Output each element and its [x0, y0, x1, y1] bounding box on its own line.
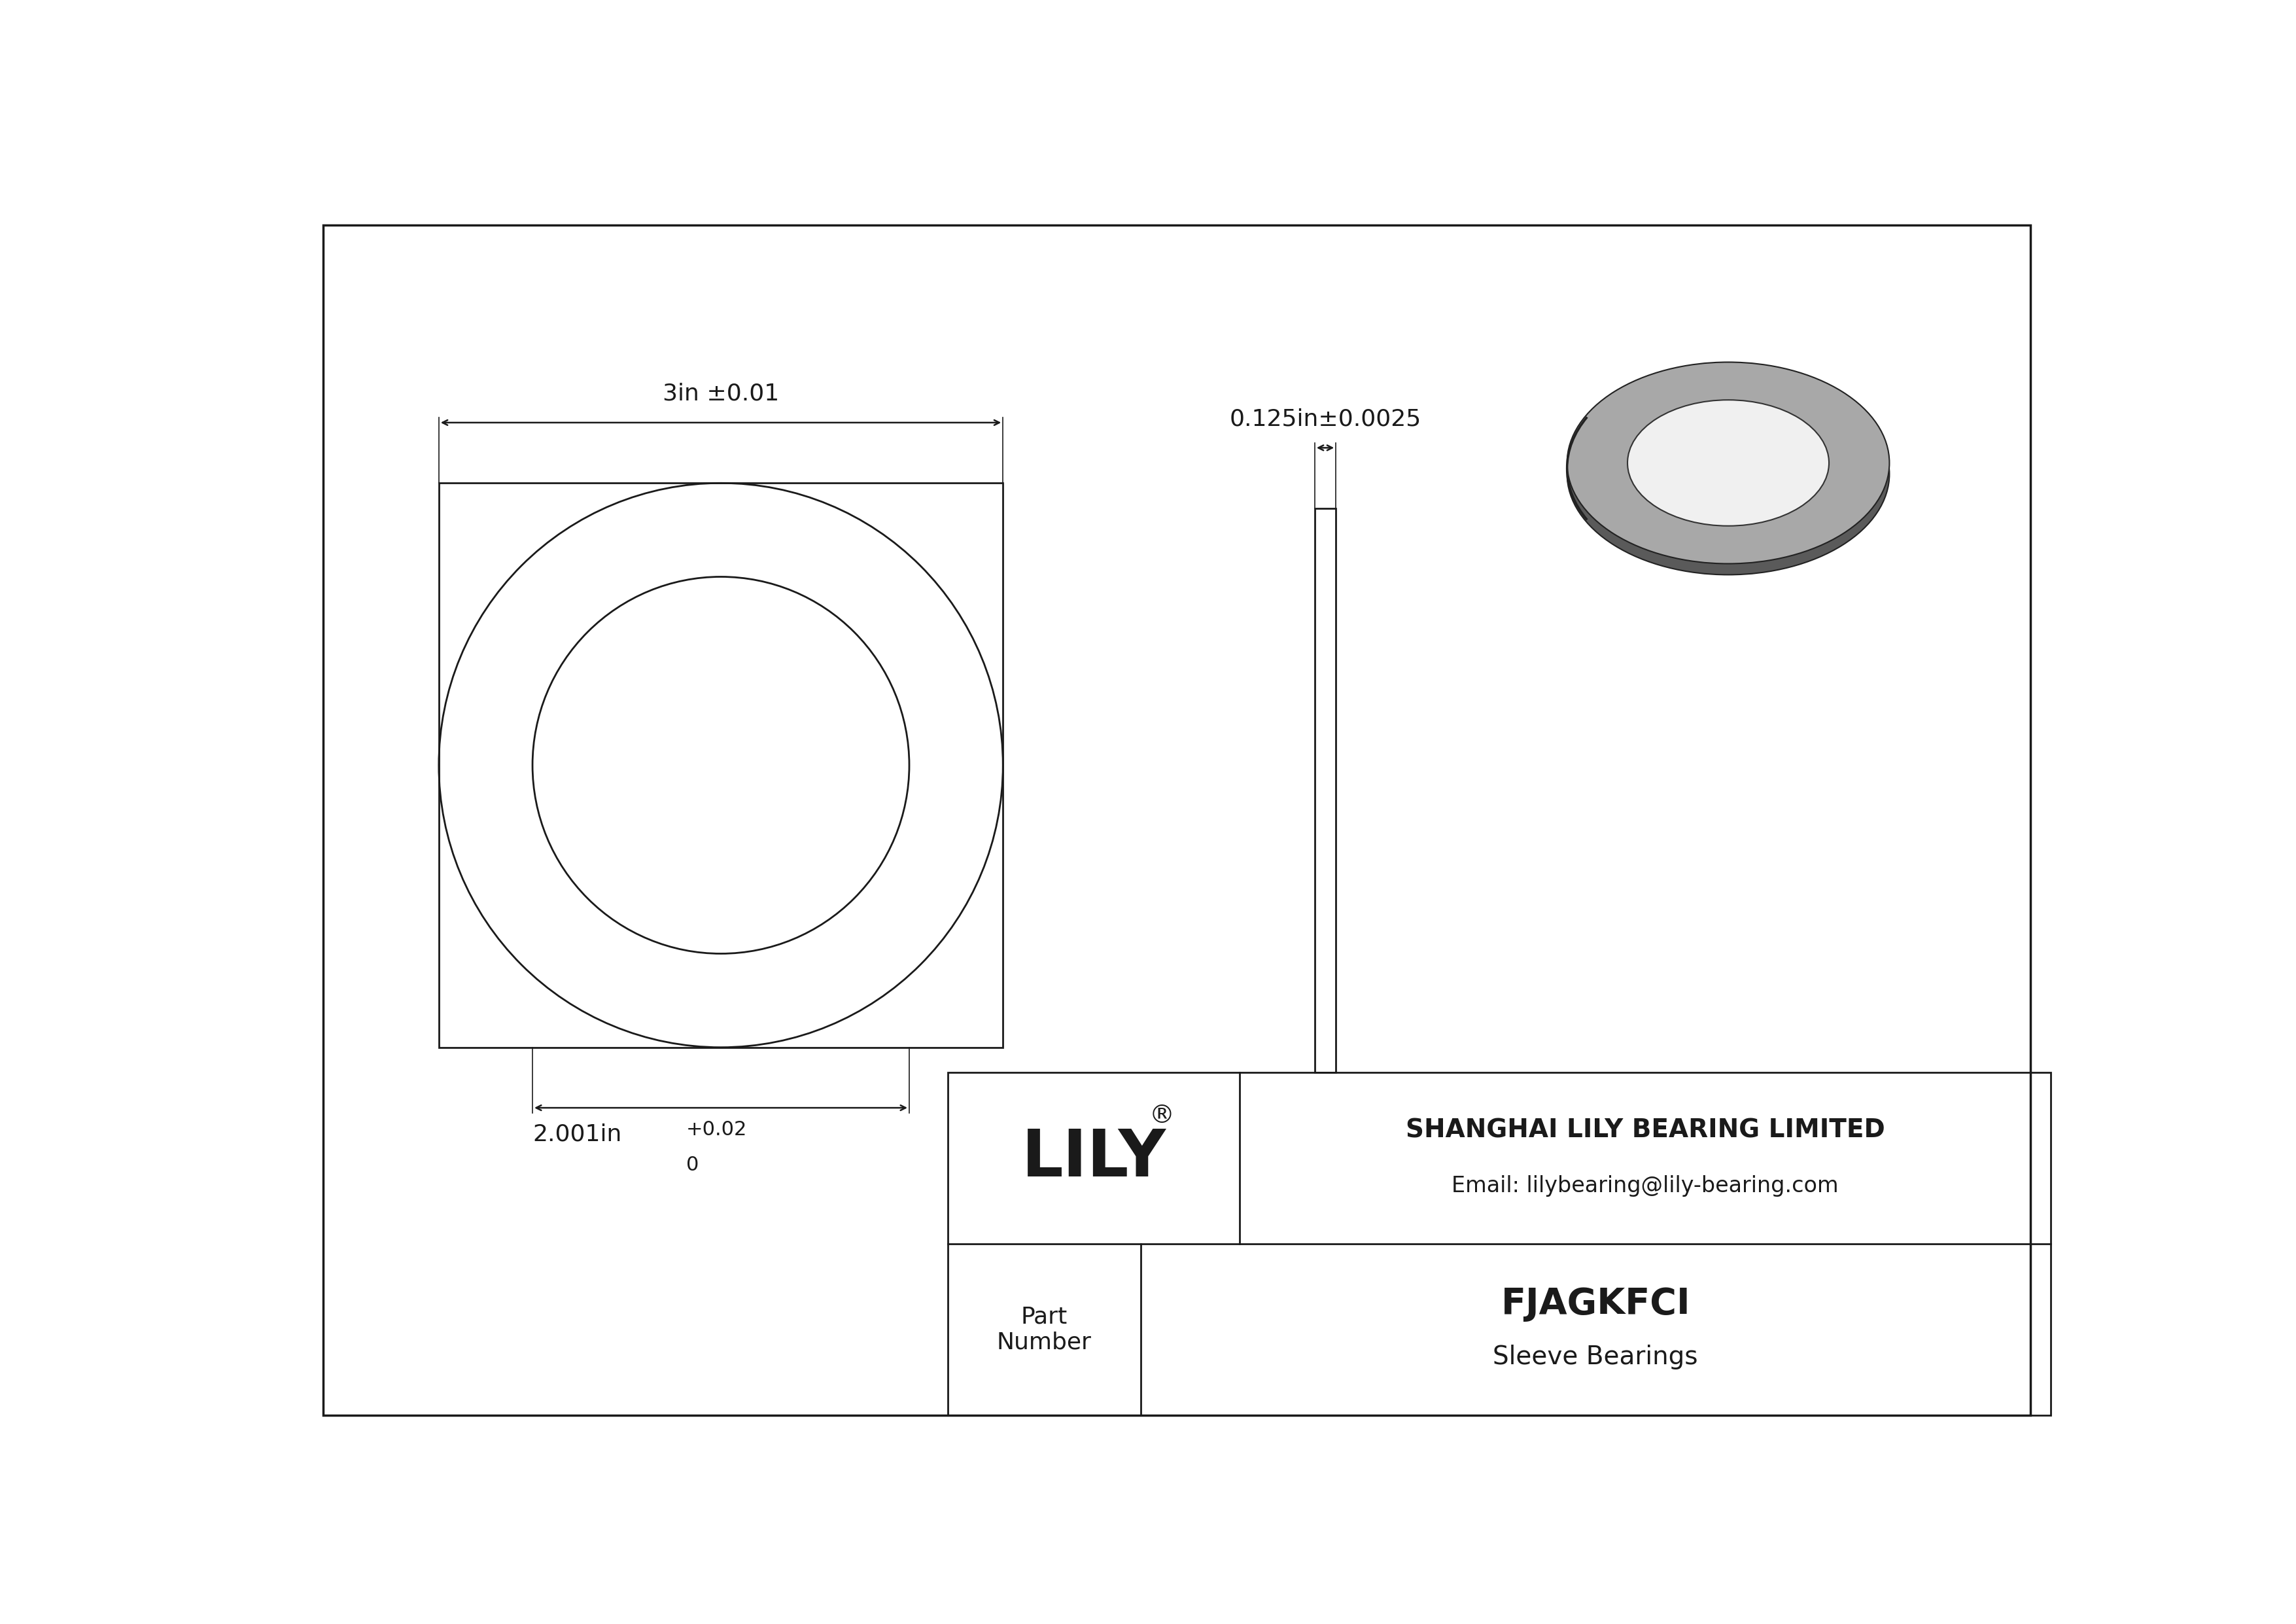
Ellipse shape — [1628, 400, 1830, 526]
Bar — [439, 482, 1003, 1047]
Bar — [1316, 508, 1336, 1072]
Text: Email: lilybearing@lily-bearing.com: Email: lilybearing@lily-bearing.com — [1451, 1176, 1839, 1197]
Bar — [948, 1072, 2050, 1415]
Text: 2.001in: 2.001in — [533, 1122, 622, 1145]
Text: Part
Number: Part Number — [996, 1306, 1091, 1353]
Text: Sleeve Bearings: Sleeve Bearings — [1492, 1345, 1699, 1369]
Ellipse shape — [1628, 411, 1830, 538]
Text: SHANGHAI LILY BEARING LIMITED: SHANGHAI LILY BEARING LIMITED — [1405, 1117, 1885, 1143]
Text: FJAGKFCI: FJAGKFCI — [1502, 1286, 1690, 1322]
Text: 0.125in±0.0025: 0.125in±0.0025 — [1228, 408, 1421, 430]
Text: ®: ® — [1148, 1103, 1173, 1127]
Text: 0: 0 — [687, 1156, 698, 1174]
Text: LILY: LILY — [1022, 1127, 1166, 1190]
Text: +0.02: +0.02 — [687, 1121, 746, 1140]
Ellipse shape — [1568, 374, 1890, 575]
Ellipse shape — [1568, 362, 1890, 564]
Text: 3in ±0.01: 3in ±0.01 — [664, 383, 778, 404]
